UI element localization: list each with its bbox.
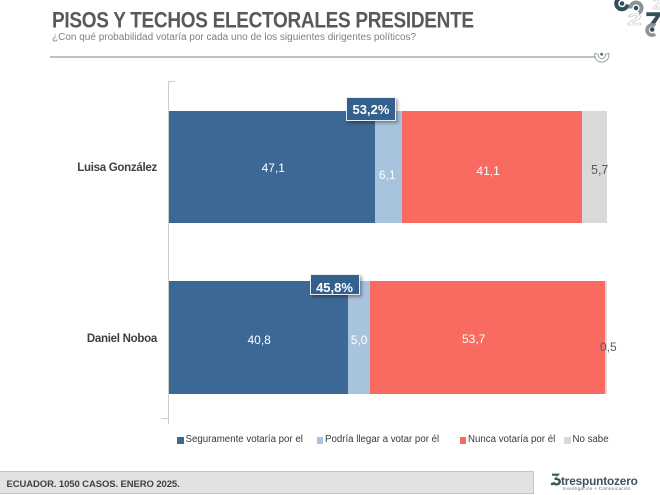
svg-text:2: 2 [653, 0, 660, 13]
svg-text:2: 2 [628, 9, 642, 29]
